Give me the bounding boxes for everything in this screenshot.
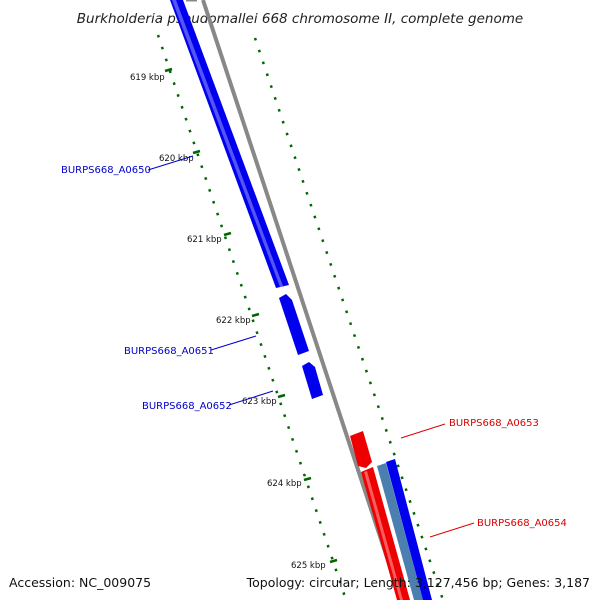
tick-mark: [303, 476, 312, 482]
gene-label[interactable]: BURPS668_A0654: [477, 518, 567, 529]
gene-label[interactable]: BURPS668_A0652: [142, 401, 232, 412]
gene-companion-blue: [386, 459, 432, 600]
tick-mark: [329, 558, 338, 564]
backbone: [201, 0, 403, 600]
leader-line: [400, 423, 446, 439]
tick-mark: [164, 67, 173, 73]
leader-line: [228, 390, 274, 406]
tick-label: 623 kbp: [242, 397, 277, 407]
gene-companion-steel: [377, 463, 423, 600]
ruler-inner-dots: [156, 34, 348, 600]
tick-label: 622 kbp: [216, 316, 251, 326]
tick-labels: 619 kbp 620 kbp 621 kbp 622 kbp 623 kbp …: [130, 73, 326, 571]
gene-burps668-a0652[interactable]: [302, 362, 323, 399]
tick-label: 624 kbp: [267, 479, 302, 489]
gene-label[interactable]: BURPS668_A0650: [61, 165, 151, 176]
map-title: Burkholderia pseudomallei 668 chromosome…: [77, 11, 523, 27]
tick-label: 625 kbp: [291, 561, 326, 571]
leader-line: [147, 155, 194, 171]
ruler-outer-dots: [253, 37, 445, 600]
tick-label: 620 kbp: [159, 154, 194, 164]
gene-highlight: [364, 471, 403, 600]
leader-line: [429, 522, 475, 538]
tick-mark: [192, 149, 201, 155]
leader-line: [210, 335, 257, 351]
tick-mark: [223, 231, 232, 237]
gene-label[interactable]: BURPS668_A0653: [449, 418, 539, 429]
tick-label: 619 kbp: [130, 73, 165, 83]
gene-burps668-a0651[interactable]: [279, 294, 309, 355]
tick-mark: [251, 312, 260, 318]
gene-burps668-a0653[interactable]: [350, 431, 372, 468]
genome-info-text: Topology: circular; Length: 3,127,456 bp…: [246, 575, 590, 590]
tick-marks: [164, 67, 338, 564]
tick-label: 621 kbp: [187, 235, 222, 245]
gene-label[interactable]: BURPS668_A0651: [124, 346, 214, 357]
gene-highlight: [172, 0, 283, 287]
accession-text: Accession: NC_009075: [9, 575, 151, 590]
tick-mark: [277, 393, 286, 399]
